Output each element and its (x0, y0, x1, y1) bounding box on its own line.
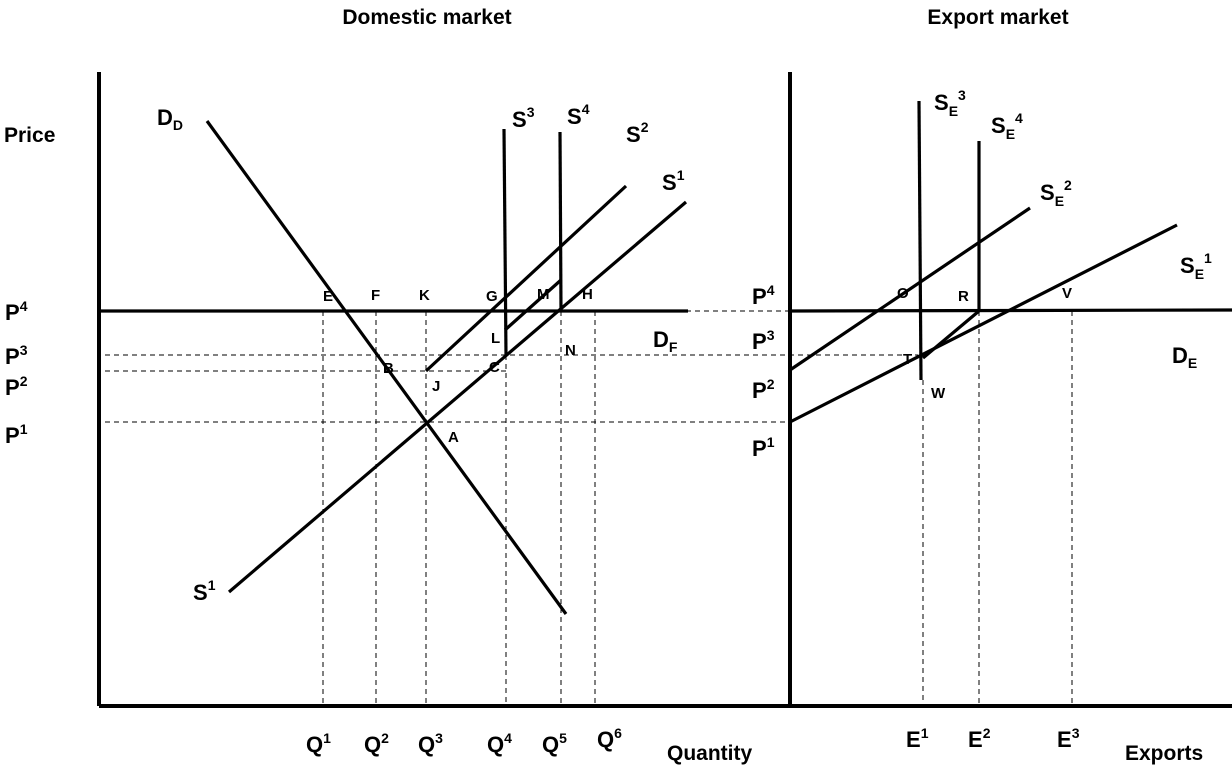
q5-label: Q5 (542, 730, 567, 757)
export-supply-curve-se2 (789, 206, 1031, 372)
domestic-market-title: Domestic market (342, 6, 511, 29)
supply-curve-s2 (424, 184, 628, 373)
e3-label: E3 (1057, 725, 1080, 752)
point-e: E (323, 288, 333, 305)
q4-label: Q4 (487, 730, 512, 757)
point-k: K (419, 287, 430, 304)
supply-curve-s4 (558, 131, 563, 312)
point-g: G (486, 288, 498, 305)
point-t: T (903, 351, 912, 368)
export-p4-label: P4 (752, 282, 775, 309)
exports-axis-label: Exports (1125, 742, 1203, 765)
dd-curve-label: DD (157, 105, 183, 133)
s1-curve-label-top: S1 (662, 167, 685, 195)
q2-label: Q2 (364, 730, 389, 757)
e2-label: E2 (968, 725, 991, 752)
de-curve-label: DE (1172, 343, 1197, 371)
domestic-p2-label: P2 (5, 373, 28, 400)
point-m: M (537, 286, 550, 303)
s1-curve-label-bottom: S1 (193, 577, 216, 605)
point-o: O (897, 285, 909, 302)
s2-curve-label: S2 (626, 119, 649, 147)
se2-curve-label: SE2 (1040, 177, 1072, 209)
point-h: H (582, 286, 593, 303)
df-curve-label: DF (653, 327, 678, 355)
export-p1-label: P1 (752, 434, 775, 461)
point-b: B (383, 360, 394, 377)
export-supply-curve-se1 (789, 223, 1178, 424)
point-l: L (491, 330, 500, 347)
export-supply-segment-tr (921, 309, 981, 360)
point-a: A (448, 429, 459, 446)
q3-label: Q3 (418, 730, 443, 757)
price-axis-label: Price (4, 124, 55, 147)
domestic-demand-curve (205, 120, 568, 615)
domestic-p1-label: P1 (5, 421, 28, 448)
se3-curve-label: SE3 (934, 87, 966, 119)
export-supply-curve-se3 (917, 100, 923, 381)
point-v: V (1062, 285, 1072, 302)
e1-label: E1 (906, 725, 929, 752)
q6-label: Q6 (597, 725, 622, 752)
s3-curve-label: S3 (512, 104, 535, 132)
point-c: C (489, 359, 500, 376)
domestic-p4-label: P4 (5, 298, 28, 325)
quantity-axis-label: Quantity (667, 742, 752, 765)
point-f: F (371, 287, 380, 304)
q1-label: Q1 (306, 730, 331, 757)
s4-curve-label: S4 (567, 101, 590, 129)
export-p3-label: P3 (752, 327, 775, 354)
export-market-title: Export market (927, 6, 1068, 29)
domestic-p3-label: P3 (5, 342, 28, 369)
se1-curve-label: SE1 (1180, 250, 1212, 282)
supply-curve-s1 (227, 200, 688, 594)
se4-curve-label: SE4 (991, 110, 1023, 142)
supply-curve-s3 (502, 128, 508, 356)
export-p2-label: P2 (752, 376, 775, 403)
point-n: N (565, 342, 576, 359)
supply-segment-lm (503, 278, 563, 332)
point-r: R (958, 288, 969, 305)
point-j: J (432, 378, 440, 395)
point-w: W (931, 385, 946, 402)
